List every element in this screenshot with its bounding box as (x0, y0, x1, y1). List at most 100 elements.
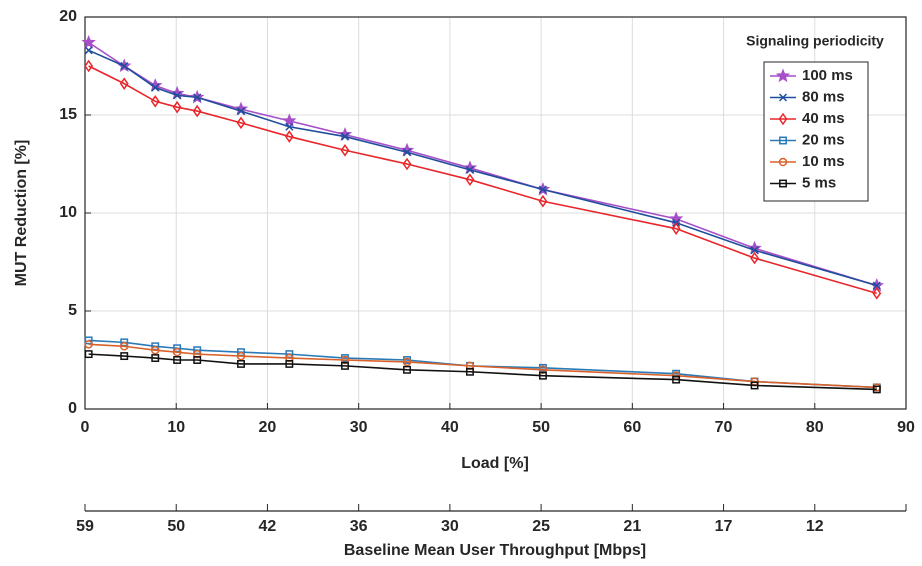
y-tick-label: 0 (68, 400, 77, 417)
x2-tick-label: 21 (623, 518, 641, 535)
marker (340, 143, 350, 157)
marker (778, 157, 788, 167)
legend-label: 20 ms (802, 131, 845, 148)
marker (237, 359, 245, 368)
legend-label: 100 ms (802, 67, 853, 84)
x-tick-label: 10 (167, 419, 185, 436)
marker (668, 211, 684, 225)
marker (750, 381, 759, 390)
marker (750, 246, 759, 255)
legend-title: Signaling periodicity (746, 33, 884, 49)
series-line (88, 353, 877, 391)
marker (285, 122, 294, 131)
marker (403, 365, 411, 374)
marker (285, 359, 294, 368)
marker (402, 157, 412, 171)
marker (84, 350, 93, 359)
marker (465, 361, 475, 371)
marker (538, 185, 547, 194)
marker (872, 385, 881, 394)
marker (282, 113, 297, 127)
marker (193, 356, 202, 364)
marker (172, 347, 182, 357)
x-tick-label: 30 (350, 419, 368, 436)
legend-label: 5 ms (802, 174, 836, 191)
legend-label: 40 ms (802, 110, 845, 127)
marker (150, 94, 160, 108)
marker (402, 357, 412, 367)
x-tick-label: 20 (259, 419, 277, 436)
series-line (88, 49, 878, 287)
x-tick-label: 40 (441, 419, 459, 436)
marker (285, 353, 294, 363)
marker (466, 367, 474, 376)
marker (84, 340, 93, 349)
marker (538, 194, 548, 208)
x-tick-label: 70 (715, 419, 733, 436)
marker (538, 365, 548, 375)
marker (81, 34, 96, 49)
x2-tick-label: 12 (806, 518, 824, 535)
marker (173, 356, 182, 364)
x-tick-label: 80 (806, 419, 824, 436)
marker (236, 107, 246, 116)
marker (750, 251, 759, 265)
marker (120, 352, 129, 361)
x2-axis-label: Baseline Mean User Throughput [Mbps] (344, 542, 646, 559)
legend-label: 10 ms (802, 153, 845, 170)
y-tick-label: 5 (68, 302, 77, 319)
marker (120, 61, 129, 71)
marker (192, 104, 202, 118)
x2-tick-label: 17 (715, 518, 733, 535)
marker (236, 351, 246, 361)
marker (778, 93, 788, 102)
marker (84, 59, 94, 73)
marker (340, 355, 350, 365)
legend-label: 80 ms (802, 88, 845, 105)
marker (284, 130, 294, 143)
marker (84, 336, 93, 345)
plot-frame (84, 16, 907, 410)
marker (192, 349, 202, 359)
series-line (88, 41, 878, 287)
marker (872, 281, 881, 290)
marker (119, 342, 129, 351)
marker (465, 173, 475, 186)
marker (150, 345, 160, 355)
x2-tick-label: 59 (76, 518, 94, 535)
marker (465, 165, 474, 174)
marker (538, 371, 547, 380)
marker (340, 132, 350, 141)
marker (671, 222, 681, 235)
marker (872, 287, 882, 300)
x-tick-label: 60 (623, 419, 641, 436)
y-tick-label: 20 (59, 8, 77, 25)
marker (775, 68, 791, 83)
x2-tick-label: 50 (167, 518, 185, 535)
x-tick-label: 0 (81, 419, 90, 436)
marker (236, 116, 246, 130)
legend-box (763, 61, 869, 202)
marker (193, 93, 202, 102)
x2-tick-label: 36 (350, 518, 368, 535)
marker (84, 46, 93, 55)
x-tick-label: 50 (532, 419, 550, 436)
y-tick-label: 10 (59, 204, 77, 221)
x2-tick-label: 42 (259, 518, 277, 535)
marker (151, 354, 160, 362)
x2-tick-label: 25 (532, 518, 550, 535)
marker (341, 361, 349, 370)
marker (119, 77, 129, 90)
marker (779, 136, 787, 145)
marker (672, 375, 681, 384)
marker (402, 148, 412, 157)
marker (173, 91, 182, 100)
x-axis-label: Load [%] (461, 455, 529, 472)
marker (172, 100, 182, 114)
x-tick-label: 90 (897, 419, 915, 436)
marker (778, 112, 788, 126)
x2-tick-label: 30 (441, 518, 459, 535)
y-tick-label: 15 (59, 106, 77, 123)
marker (151, 83, 160, 92)
